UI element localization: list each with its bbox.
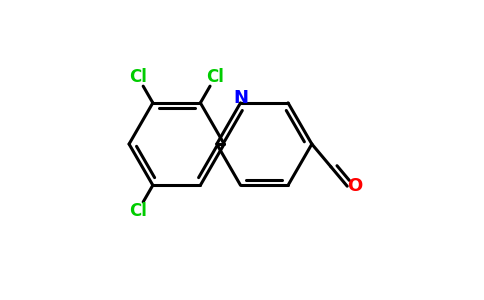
Text: N: N [233,89,248,107]
Text: Cl: Cl [206,68,224,86]
Text: O: O [347,177,362,195]
Text: Cl: Cl [129,202,147,220]
Text: Cl: Cl [129,68,147,86]
